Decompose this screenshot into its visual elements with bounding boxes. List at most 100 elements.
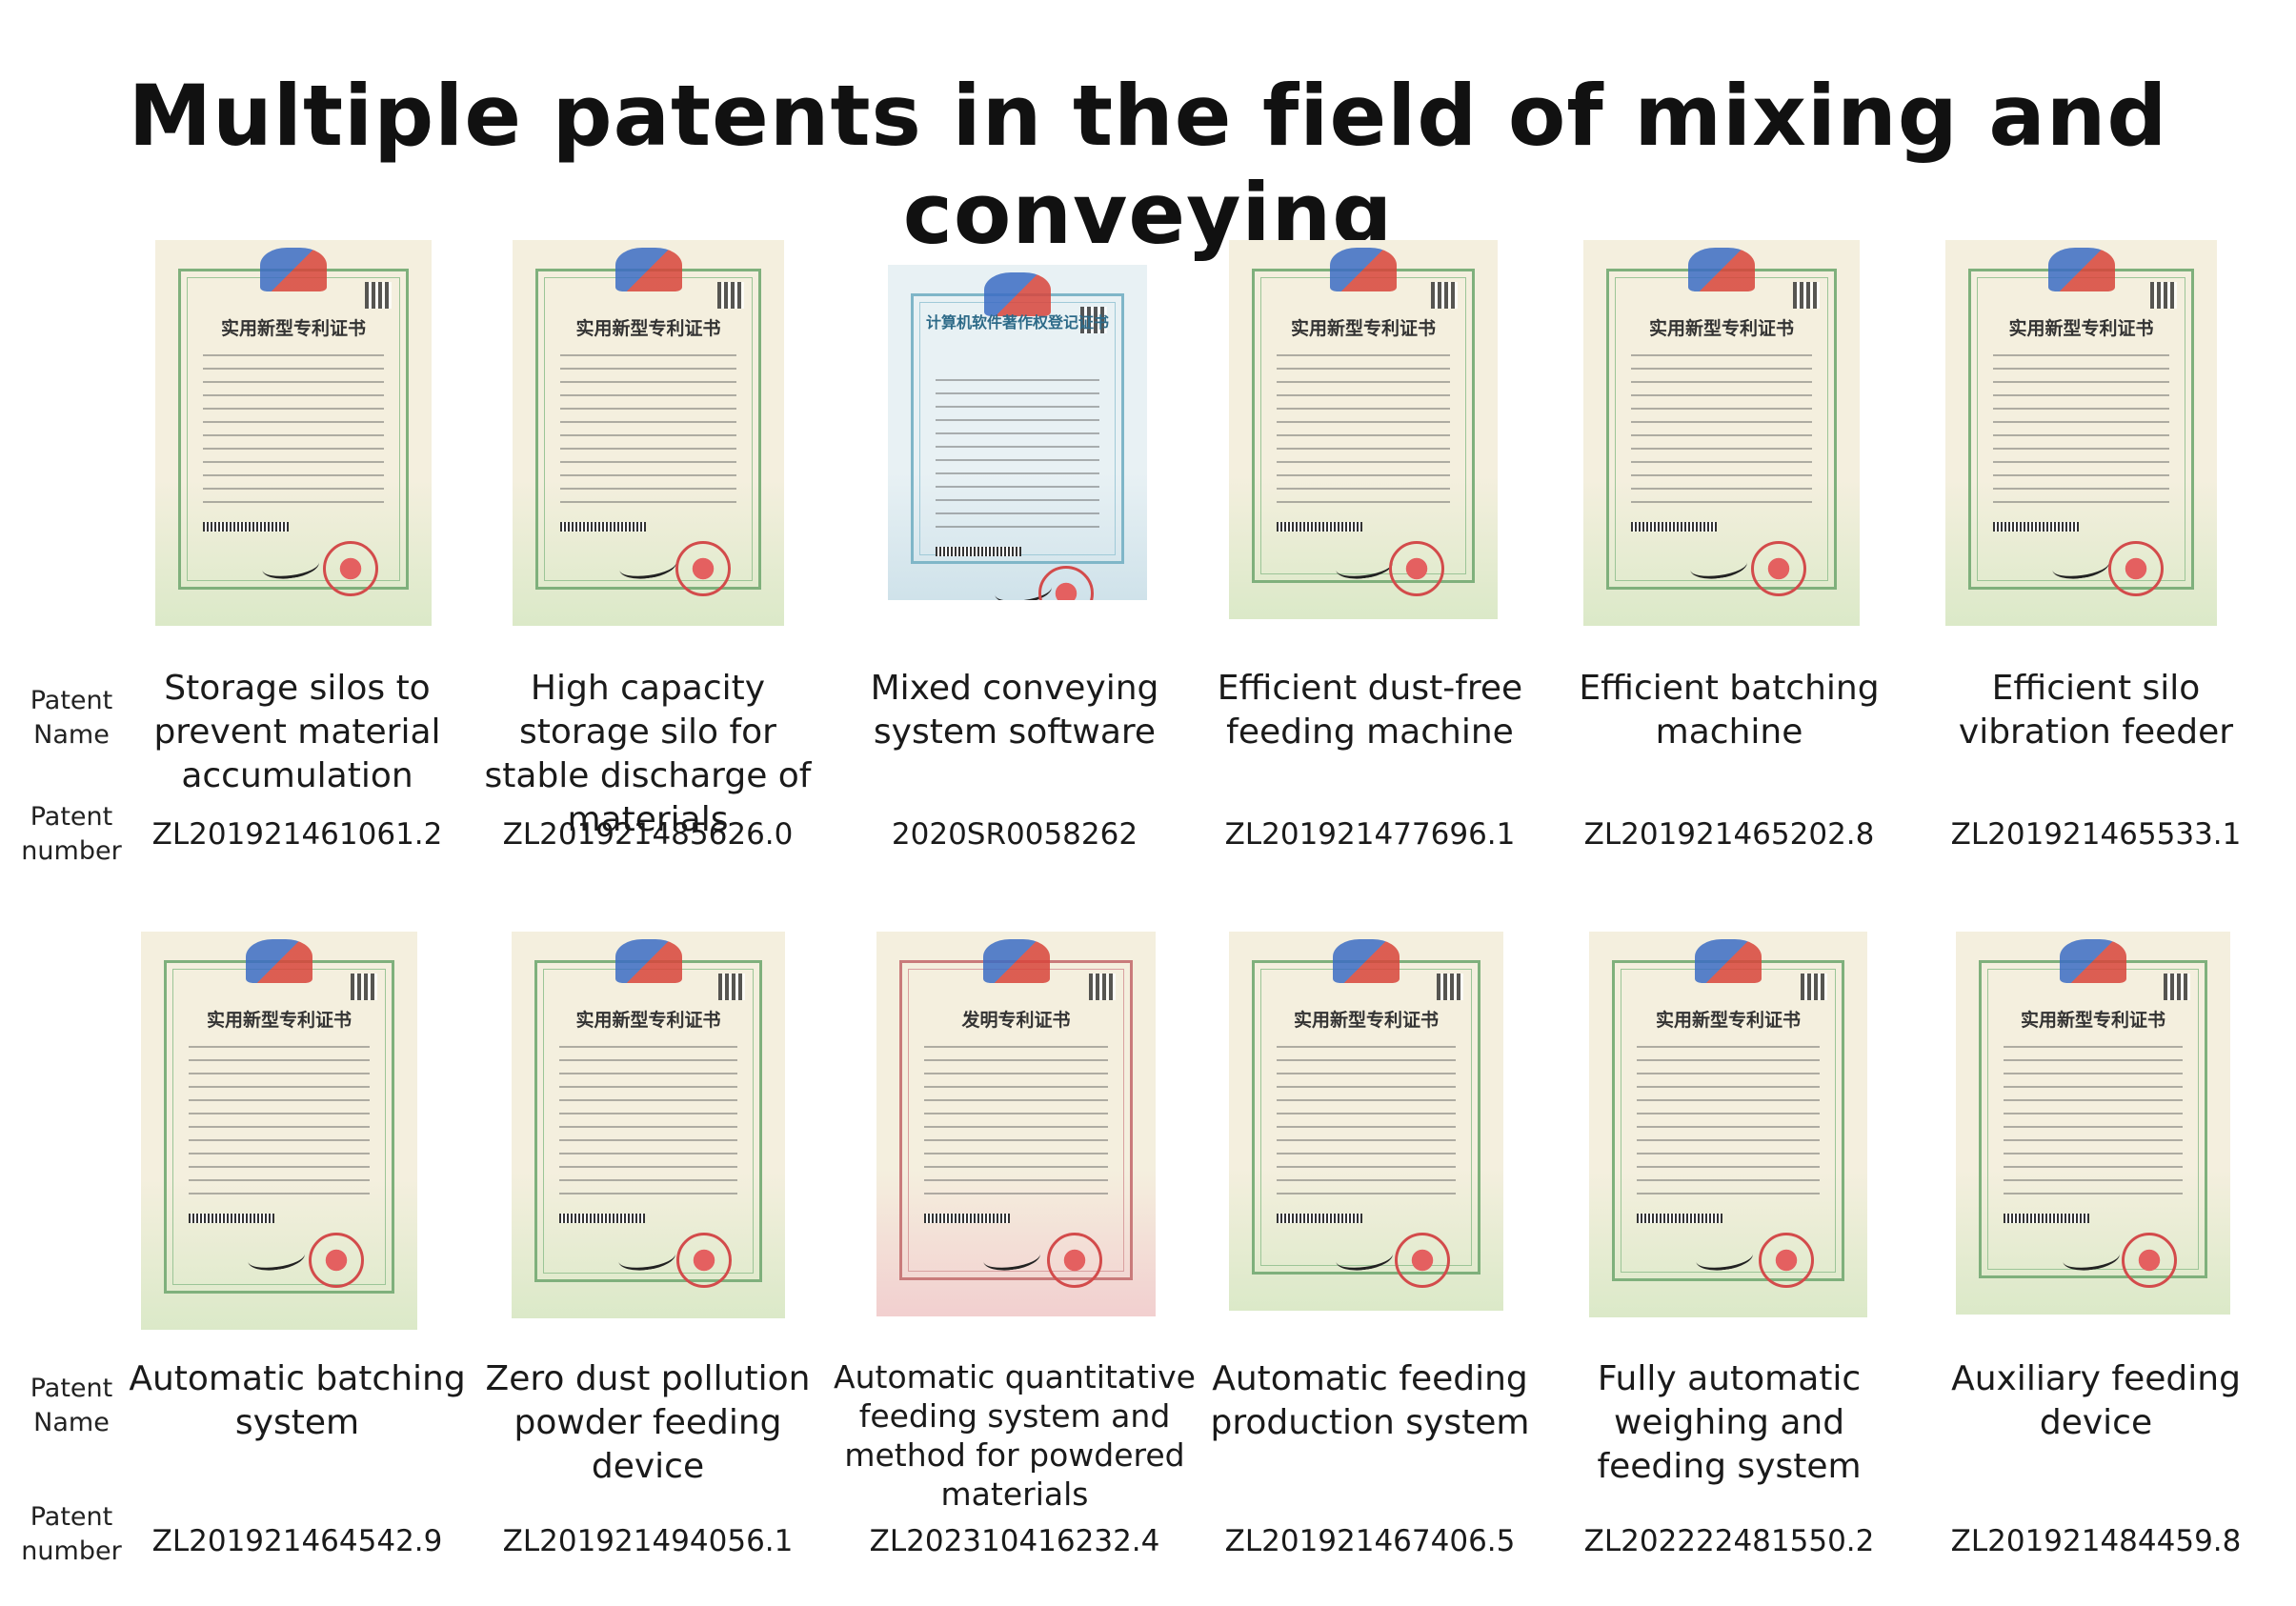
patent-certificate-image: 发明专利证书 (876, 932, 1156, 1316)
row1-number-label: Patent number (0, 800, 143, 869)
certificate-text-lines (1277, 354, 1450, 507)
certificate-text-lines (1993, 354, 2169, 507)
patent-certificate-image: 实用新型专利证书 (513, 240, 784, 626)
patent-number: ZL201921484459.8 (1950, 1524, 2242, 1558)
certificate-title: 实用新型专利证书 (1655, 1010, 1801, 1031)
barcode-icon (1637, 1214, 1722, 1223)
certificate-text-lines (203, 354, 384, 507)
certificate-text-lines (2004, 1046, 2183, 1198)
barcode-icon (1277, 1214, 1362, 1223)
official-seal-icon (1759, 1233, 1814, 1288)
barcode-icon (936, 547, 1021, 556)
certificate-text-lines (1637, 1046, 1820, 1198)
patent-name: Auxiliary feeding device (1951, 1359, 2241, 1442)
qr-code-icon (717, 282, 744, 309)
barcode-icon (924, 1214, 1010, 1223)
patent-number: ZL201921494056.1 (502, 1524, 794, 1558)
certificate-text-lines (936, 379, 1099, 532)
office-emblem-icon (2047, 248, 2115, 291)
certificate-title: 实用新型专利证书 (575, 318, 721, 339)
certificate-title: 实用新型专利证书 (1290, 318, 1436, 339)
barcode-icon (203, 522, 289, 532)
page-title: Multiple patents in the field of mixing … (128, 67, 2168, 263)
patent-certificate-image: 实用新型专利证书 (1956, 932, 2230, 1315)
patent-name: Automatic feeding production system (1210, 1359, 1530, 1442)
barcode-icon (559, 1214, 645, 1223)
row2-name-label: Patent Name (0, 1372, 143, 1440)
row1-name-label: Patent Name (0, 684, 143, 753)
official-seal-icon (323, 541, 378, 596)
barcode-icon (189, 1214, 274, 1223)
certificate-title: 实用新型专利证书 (575, 1010, 721, 1031)
official-seal-icon (2108, 541, 2164, 596)
official-seal-icon (2122, 1233, 2177, 1288)
qr-code-icon (1080, 307, 1107, 333)
office-emblem-icon (260, 248, 327, 291)
official-seal-icon (1038, 566, 1094, 600)
office-emblem-icon (614, 248, 682, 291)
barcode-icon (560, 522, 646, 532)
patent-certificate-image: 实用新型专利证书 (155, 240, 432, 626)
certificate-title: 实用新型专利证书 (2020, 1010, 2165, 1031)
qr-code-icon (2150, 282, 2177, 309)
patent-name: Efficient silo vibration feeder (1958, 669, 2234, 752)
official-seal-icon (309, 1233, 364, 1288)
office-emblem-icon (1333, 939, 1400, 983)
qr-code-icon (1793, 282, 1820, 309)
patent-certificate-image: 实用新型专利证书 (1229, 240, 1498, 619)
label-line: Name (33, 1408, 110, 1437)
patent-name: Storage silos to prevent material accumu… (153, 669, 441, 795)
patent-number: 2020SR0058262 (891, 817, 1138, 852)
certificate-title: 实用新型专利证书 (1648, 318, 1794, 339)
row2-number-label: Patent number (0, 1500, 143, 1569)
official-seal-icon (676, 1233, 732, 1288)
patent-number: ZL202222481550.2 (1583, 1524, 1875, 1558)
patent-name: Mixed conveying system software (870, 669, 1159, 752)
certificate-text-lines (1277, 1046, 1456, 1198)
barcode-icon (2004, 1214, 2089, 1223)
patent-number: ZL201921465533.1 (1950, 817, 2242, 852)
patent-certificate-image: 实用新型专利证书 (1589, 932, 1867, 1317)
office-emblem-icon (614, 939, 682, 983)
patent-name: Automatic batching system (129, 1359, 466, 1442)
qr-code-icon (1089, 974, 1116, 1000)
qr-code-icon (1437, 974, 1463, 1000)
official-seal-icon (1751, 541, 1806, 596)
certificate-text-lines (924, 1046, 1108, 1198)
barcode-icon (1993, 522, 2079, 532)
official-seal-icon (675, 541, 731, 596)
official-seal-icon (1395, 1233, 1450, 1288)
label-line: number (21, 836, 122, 866)
patent-number: ZL201921477696.1 (1224, 817, 1516, 852)
patent-number: ZL201921461061.2 (151, 817, 443, 852)
qr-code-icon (365, 282, 392, 309)
patent-certificate-image: 实用新型专利证书 (141, 932, 417, 1330)
certificate-title: 实用新型专利证书 (220, 318, 366, 339)
barcode-icon (1277, 522, 1362, 532)
certificate-text-lines (559, 1046, 737, 1198)
certificate-text-lines (1631, 354, 1812, 507)
certificate-title: 实用新型专利证书 (206, 1010, 352, 1031)
patent-name: High capacity storage silo for stable di… (484, 669, 812, 839)
office-emblem-icon (1688, 248, 1755, 291)
certificate-text-lines (560, 354, 736, 507)
label-line: number (21, 1536, 122, 1566)
qr-code-icon (1431, 282, 1458, 309)
patent-number: ZL202310416232.4 (869, 1524, 1160, 1558)
patent-certificate-image: 实用新型专利证书 (1583, 240, 1860, 626)
office-emblem-icon (984, 272, 1051, 316)
patent-number: ZL201921485626.0 (502, 817, 794, 852)
patent-certificate-image: 实用新型专利证书 (512, 932, 785, 1318)
office-emblem-icon (1695, 939, 1762, 983)
qr-code-icon (351, 974, 377, 1000)
office-emblem-icon (246, 939, 312, 983)
label-line: Patent (30, 1374, 113, 1403)
patent-name: Fully automatic weighing and feeding sys… (1597, 1359, 1862, 1486)
qr-code-icon (718, 974, 745, 1000)
patent-name: Automatic quantitative feeding system an… (834, 1358, 1196, 1513)
patent-name: Efficient dust-free feeding machine (1217, 669, 1523, 752)
barcode-icon (1631, 522, 1717, 532)
label-line: Patent (30, 802, 113, 832)
certificate-text-lines (189, 1046, 370, 1198)
patent-name: Zero dust pollution powder feeding devic… (485, 1359, 811, 1486)
